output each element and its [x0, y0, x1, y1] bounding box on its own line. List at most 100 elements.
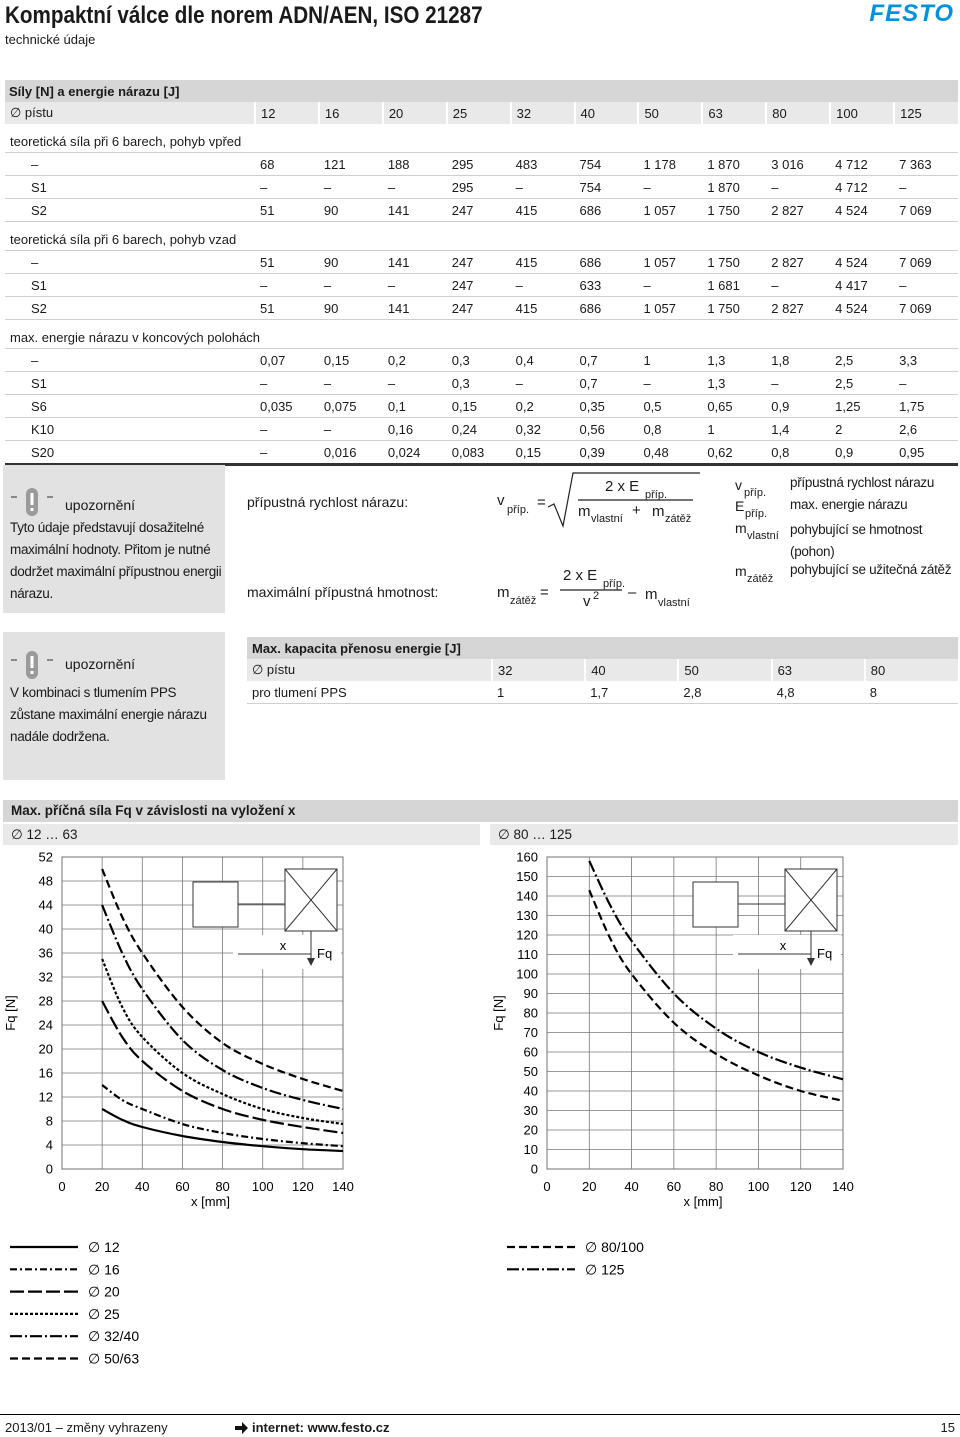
cell: 1,3	[702, 371, 767, 395]
header-cell: 80	[863, 659, 958, 681]
cell: 1,25	[830, 394, 895, 418]
data-line	[101, 904, 344, 1111]
y-tick-label: 100	[516, 967, 538, 982]
legend-label: ∅ 125	[585, 1261, 625, 1277]
cell: 0,15	[510, 440, 575, 466]
sketch-cylinder	[692, 881, 739, 928]
y-tick-label: 36	[39, 946, 53, 961]
cell: 141	[382, 250, 447, 274]
chart-subtitle: ∅ 80 … 125	[490, 824, 958, 845]
cell: 7 363	[894, 152, 958, 176]
cell: 1	[492, 681, 586, 704]
cell: –	[318, 371, 383, 395]
cell: –	[510, 273, 575, 297]
forces-table: Síly [N] a energie nárazu [J] ∅ pístu 12 16…	[5, 80, 958, 466]
formula-label: maximální přípustná hmotnost:	[247, 584, 439, 600]
cell: 415	[510, 198, 575, 222]
variable-desc: přípustná rychlost nárazu	[790, 475, 935, 490]
cell: 4 524	[830, 296, 895, 320]
header-cell: 63	[701, 102, 767, 124]
cell: 0,15	[318, 348, 383, 372]
row-label: S1	[5, 371, 255, 395]
cell: 1 681	[702, 273, 767, 297]
cell: 1 870	[702, 152, 767, 176]
cell: –	[255, 440, 319, 466]
y-tick-label: 52	[39, 850, 53, 865]
formula-subscript: příp.	[645, 489, 668, 501]
cell: 0,32	[510, 417, 575, 441]
header-cell: 40	[573, 102, 639, 124]
cell: 0,8	[766, 440, 831, 466]
header-cell: 80	[765, 102, 831, 124]
cell: 141	[382, 198, 447, 222]
cell: –	[766, 273, 831, 297]
cell: 68	[255, 152, 319, 176]
cell: 2,5	[830, 371, 895, 395]
cell: 2 827	[766, 296, 831, 320]
chart-section-title: Max. příčná síla Fq v závislosti na vylo…	[3, 800, 958, 822]
y-tick-label: 48	[39, 874, 53, 889]
cell: 415	[510, 296, 575, 320]
cell: 247	[446, 250, 511, 274]
y-tick-label: 160	[516, 850, 538, 865]
cell: 51	[255, 296, 319, 320]
y-tick-label: 0	[531, 1162, 538, 1177]
cell: 247	[446, 273, 511, 297]
formula-symbol: m	[497, 584, 510, 601]
x-tick-label: 140	[332, 1179, 354, 1194]
data-row: S1– – –247–633–1 681–4 417–	[5, 273, 958, 297]
cell: 51	[255, 198, 319, 222]
cell: 0,2	[382, 348, 447, 372]
cell: 8	[864, 681, 958, 704]
variable-subscript: vlastní	[747, 530, 779, 542]
cell: 247	[446, 296, 511, 320]
formula-symbol: m	[578, 503, 591, 520]
data-line	[101, 958, 344, 1126]
cell: –	[318, 175, 383, 199]
formula-subscript: vlastní	[658, 597, 690, 609]
header-cell: 20	[381, 102, 447, 124]
formula-symbol: m	[652, 503, 665, 520]
x-tick-label: 100	[252, 1179, 274, 1194]
formula-numerator: 2 x E	[605, 478, 640, 495]
data-row: S2 51 90 141 247 415 686 1 057 1 750 2 827 4 524 7 …	[5, 296, 958, 320]
cell: 0,3	[446, 348, 511, 372]
row-label: S20	[5, 440, 255, 466]
cell: 0,7	[574, 348, 639, 372]
y-tick-label: 40	[524, 1084, 538, 1099]
cell: –	[766, 371, 831, 395]
sketch-cross	[284, 868, 338, 932]
data-row: S2 51 90 141 247 415 686 1 057 1 750 2 827 4 524 7 …	[5, 198, 958, 222]
formula-subscript: zátěž	[665, 513, 692, 525]
header-cell: 100	[829, 102, 895, 124]
cell: 2,6	[894, 417, 958, 441]
cell: 90	[318, 198, 383, 222]
cell: –	[510, 371, 575, 395]
header-cell: 32	[509, 102, 575, 124]
formula-symbol: v	[583, 593, 591, 610]
sketch-label: x	[780, 938, 787, 953]
legend-label: ∅ 20	[88, 1284, 120, 1300]
header-cell: 16	[317, 102, 383, 124]
y-tick-label: 24	[39, 1018, 53, 1033]
cell: 0,016	[318, 440, 383, 466]
formula-subscript: vlastní	[591, 513, 623, 525]
row-label: S2	[5, 296, 255, 320]
header-cell: 50	[637, 102, 703, 124]
y-tick-label: 50	[524, 1064, 538, 1079]
x-tick-label: 20	[95, 1179, 109, 1194]
note-box: upozornění V kombinaci s tlumením PPS zů…	[3, 632, 225, 780]
y-tick-label: 80	[524, 1006, 538, 1021]
y-tick-label: 30	[524, 1103, 538, 1118]
variable-desc: max. energie nárazu	[790, 497, 908, 512]
cell: –	[382, 175, 447, 199]
row-label: pro tlumení PPS	[247, 681, 492, 704]
cell: 1 870	[702, 175, 767, 199]
page-title: Kompaktní válce dle norem ADN/AEN, ISO 2…	[5, 2, 483, 29]
cell: 247	[446, 198, 511, 222]
header-cell: 125	[893, 102, 958, 124]
cell: 2 827	[766, 250, 831, 274]
cell: 0,39	[574, 440, 639, 466]
cell: 0,024	[382, 440, 447, 466]
